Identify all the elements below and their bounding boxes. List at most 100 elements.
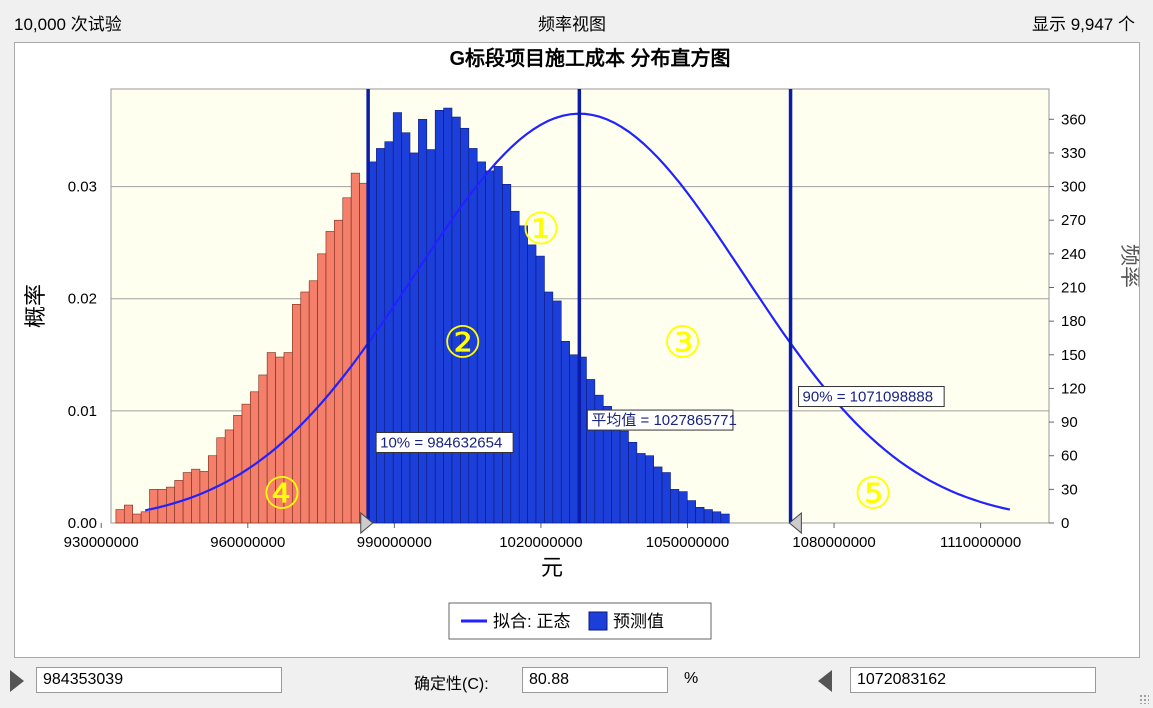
bar-certain — [628, 441, 638, 524]
bar-certain — [644, 455, 654, 524]
marker-label: 90% = 1071098888 — [803, 389, 934, 406]
bar-certain — [443, 107, 453, 524]
view-title: 频率视图 — [538, 15, 606, 34]
bar-tail — [342, 197, 352, 524]
y-right-tick-label: 330 — [1061, 145, 1086, 162]
bar-certain — [636, 453, 646, 524]
bar-tail — [224, 429, 234, 524]
bar-tail — [233, 415, 243, 524]
bar-certain — [392, 112, 402, 524]
y-left-tick-label: 0.02 — [68, 291, 97, 308]
marker-label: 平均值 = 1027865771 — [591, 412, 737, 429]
bar-certain — [426, 149, 436, 524]
y-right-tick-label: 30 — [1061, 481, 1078, 498]
bar-certain — [712, 511, 722, 524]
left-value-input[interactable] — [36, 667, 282, 693]
y-right-tick-label: 180 — [1061, 313, 1086, 330]
certainty-label: 确定性(C): — [414, 676, 489, 693]
right-value-input[interactable] — [850, 667, 1096, 693]
bar-certain — [661, 472, 671, 524]
y-right-tick-label: 150 — [1061, 347, 1086, 364]
bar-certain — [418, 118, 428, 524]
bar-certain — [493, 166, 503, 524]
y-right-tick-label: 90 — [1061, 414, 1078, 431]
header-bar: 10,000 次试验 频率视图 显示 9,947 个 — [0, 0, 1153, 40]
x-tick-label: 930000000 — [64, 534, 139, 551]
bar-certain — [611, 421, 621, 524]
y-left-tick-label: 0.00 — [68, 515, 97, 532]
y-right-tick-label: 270 — [1061, 212, 1086, 229]
resize-grip-icon[interactable] — [1139, 694, 1149, 704]
x-tick-label: 990000000 — [357, 534, 432, 551]
marker-label-box — [375, 431, 514, 453]
bar-certain — [409, 152, 419, 524]
bar-tail — [140, 511, 150, 524]
region-label: ① — [521, 204, 560, 255]
bar-tail — [300, 291, 310, 524]
bar-certain — [518, 225, 528, 524]
shown-count: 显示 9,947 个 — [1032, 15, 1135, 34]
bar-certain — [720, 513, 730, 524]
chart-panel: G标段项目施工成本 分布直方图 0.00 0.01 0.02 0.03 0 30 60 90 12… — [14, 42, 1140, 658]
bar-tail — [250, 391, 260, 524]
bar-tail — [317, 253, 327, 524]
bar-tail — [199, 471, 209, 524]
region-label: ② — [443, 317, 482, 368]
x-tick-label: 1080000000 — [792, 534, 875, 551]
bar-certain — [670, 489, 680, 524]
bar-certain — [703, 509, 713, 524]
bar-certain — [401, 132, 411, 524]
bar-certain — [384, 141, 394, 524]
marker-label-box — [798, 386, 945, 408]
bar-tail — [325, 231, 335, 524]
y-left-axis-label: 概率 — [23, 284, 48, 328]
bar-tail — [132, 513, 142, 524]
certainty-input[interactable] — [522, 667, 668, 693]
region-label: ⑤ — [853, 469, 892, 520]
bar-certain — [510, 210, 520, 524]
bar-certain — [686, 500, 696, 524]
x-axis-label: 元 — [541, 555, 563, 580]
right-grabber-marker — [788, 511, 802, 535]
bar-tail — [241, 403, 251, 524]
y-right-tick-label: 300 — [1061, 179, 1086, 196]
bar-certain — [376, 148, 386, 524]
legend-box — [448, 602, 712, 640]
bar-certain — [485, 170, 495, 524]
marker-label-box — [586, 409, 734, 431]
bar-tail — [334, 219, 344, 524]
legend-bar-label: 预测值 — [613, 612, 664, 631]
y-right-tick-label: 0 — [1061, 515, 1069, 532]
y-right-tick-label: 360 — [1061, 111, 1086, 128]
bar-tail — [216, 437, 226, 524]
chart-title: G标段项目施工成本 分布直方图 — [449, 46, 730, 70]
y-right-tick-label: 60 — [1061, 448, 1078, 465]
bar-certain — [695, 506, 705, 524]
x-tick-label: 1050000000 — [646, 534, 729, 551]
bar-certain — [678, 491, 688, 524]
y-right-tick-label: 210 — [1061, 279, 1086, 296]
bar-tail — [308, 280, 318, 524]
region-label: ③ — [663, 317, 702, 368]
bar-certain — [653, 466, 663, 524]
x-tick-label: 1110000000 — [940, 534, 1021, 551]
bar-certain — [552, 300, 562, 524]
legend-fit-label: 拟合: 正态 — [493, 612, 570, 631]
x-tick-label: 1020000000 — [499, 534, 582, 551]
left-grabber-icon[interactable] — [10, 670, 24, 692]
certainty-controls: 确定性(C): % — [0, 660, 1153, 708]
region-label: ④ — [262, 469, 301, 520]
y-right-axis-label: 频率 — [1118, 244, 1139, 288]
histogram-chart: G标段项目施工成本 分布直方图 0.00 0.01 0.02 0.03 0 30 60 90 12… — [23, 46, 1139, 640]
marker-label: 10% = 984632654 — [380, 434, 502, 451]
bar-certain — [586, 379, 596, 524]
left-grabber-marker — [360, 511, 374, 535]
bar-certain — [569, 354, 579, 524]
percent-sign: % — [684, 670, 699, 687]
legend-bar-swatch — [588, 611, 608, 631]
y-right-tick-label: 120 — [1061, 380, 1086, 397]
right-grabber-icon[interactable] — [818, 670, 832, 692]
trials-count: 10,000 次试验 — [14, 15, 122, 34]
y-right-tick-label: 240 — [1061, 246, 1086, 263]
bar-tail — [149, 489, 159, 524]
